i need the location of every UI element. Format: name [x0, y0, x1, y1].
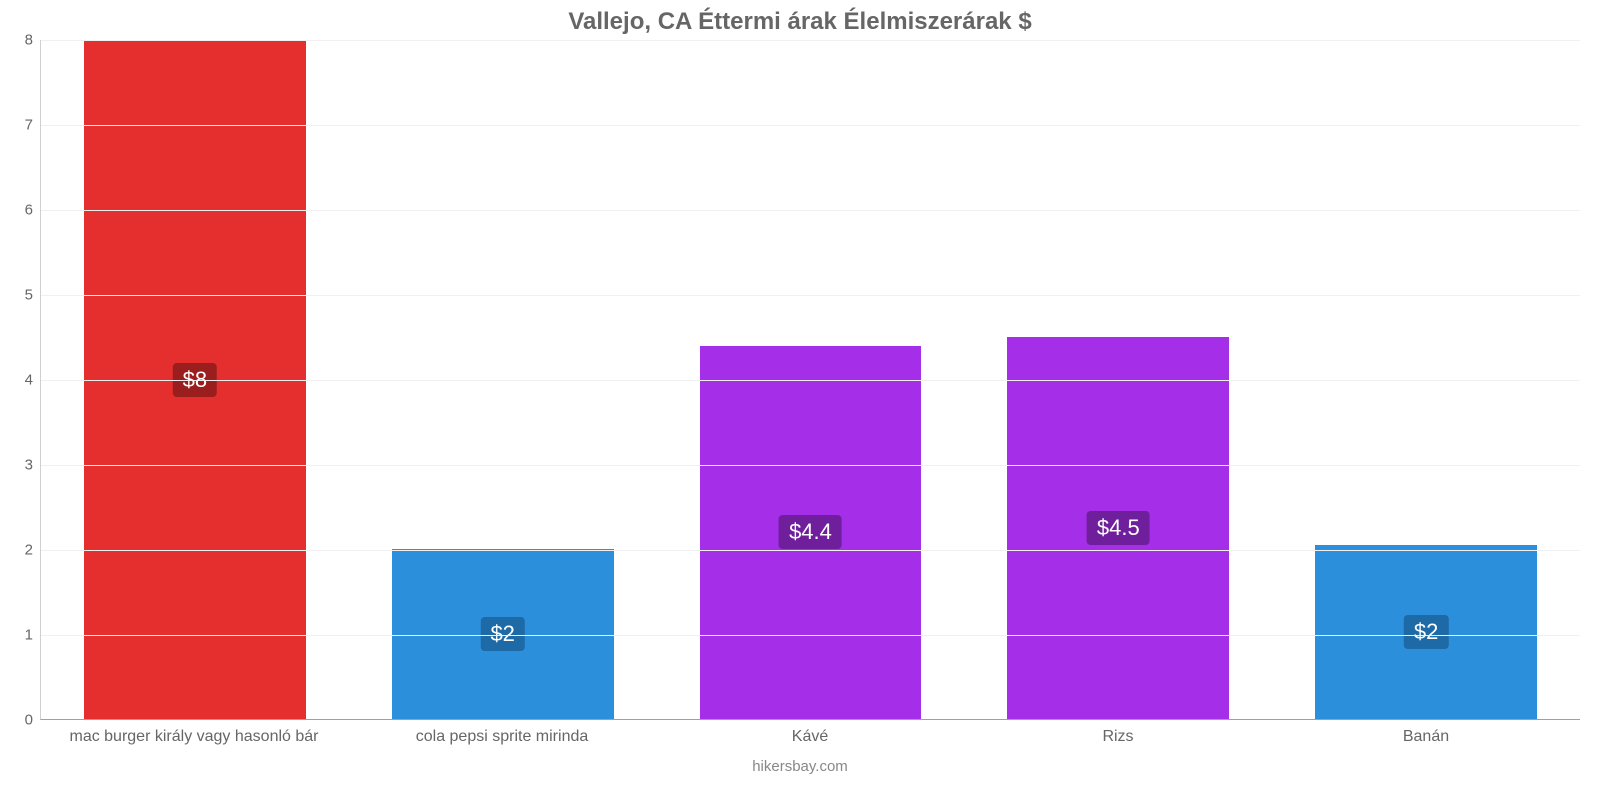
gridline: [41, 465, 1580, 466]
bar: $4.4: [700, 346, 922, 719]
gridline: [41, 380, 1580, 381]
gridline: [41, 125, 1580, 126]
x-axis-label: cola pepsi sprite mirinda: [348, 728, 656, 746]
y-tick-label: 0: [25, 712, 41, 729]
y-tick-label: 4: [25, 372, 41, 389]
bar-value-badge: $4.4: [779, 515, 842, 549]
bar: $2: [1315, 545, 1537, 719]
bar-value-badge: $2: [1404, 615, 1448, 649]
y-tick-label: 3: [25, 457, 41, 474]
y-tick-label: 6: [25, 202, 41, 219]
chart-container: Vallejo, CA Éttermi árak Élelmiszerárak …: [0, 0, 1600, 800]
gridline: [41, 40, 1580, 41]
chart-title: Vallejo, CA Éttermi árak Élelmiszerárak …: [0, 8, 1600, 36]
plot-area: $8$2$4.4$4.5$2 012345678: [40, 40, 1580, 720]
x-axis-label: Kávé: [656, 728, 964, 746]
gridline: [41, 295, 1580, 296]
x-axis-labels: mac burger király vagy hasonló bárcola p…: [40, 728, 1580, 746]
bar-value-badge: $4.5: [1087, 511, 1150, 545]
y-tick-label: 7: [25, 117, 41, 134]
y-tick-label: 2: [25, 542, 41, 559]
y-tick-label: 8: [25, 32, 41, 49]
bar: $4.5: [1007, 337, 1229, 719]
x-axis-label: mac burger király vagy hasonló bár: [40, 728, 348, 746]
gridline: [41, 210, 1580, 211]
gridline: [41, 550, 1580, 551]
x-axis-label: Banán: [1272, 728, 1580, 746]
y-tick-label: 1: [25, 627, 41, 644]
x-axis-label: Rizs: [964, 728, 1272, 746]
y-tick-label: 5: [25, 287, 41, 304]
gridline: [41, 635, 1580, 636]
footer-credit: hikersbay.com: [0, 758, 1600, 775]
